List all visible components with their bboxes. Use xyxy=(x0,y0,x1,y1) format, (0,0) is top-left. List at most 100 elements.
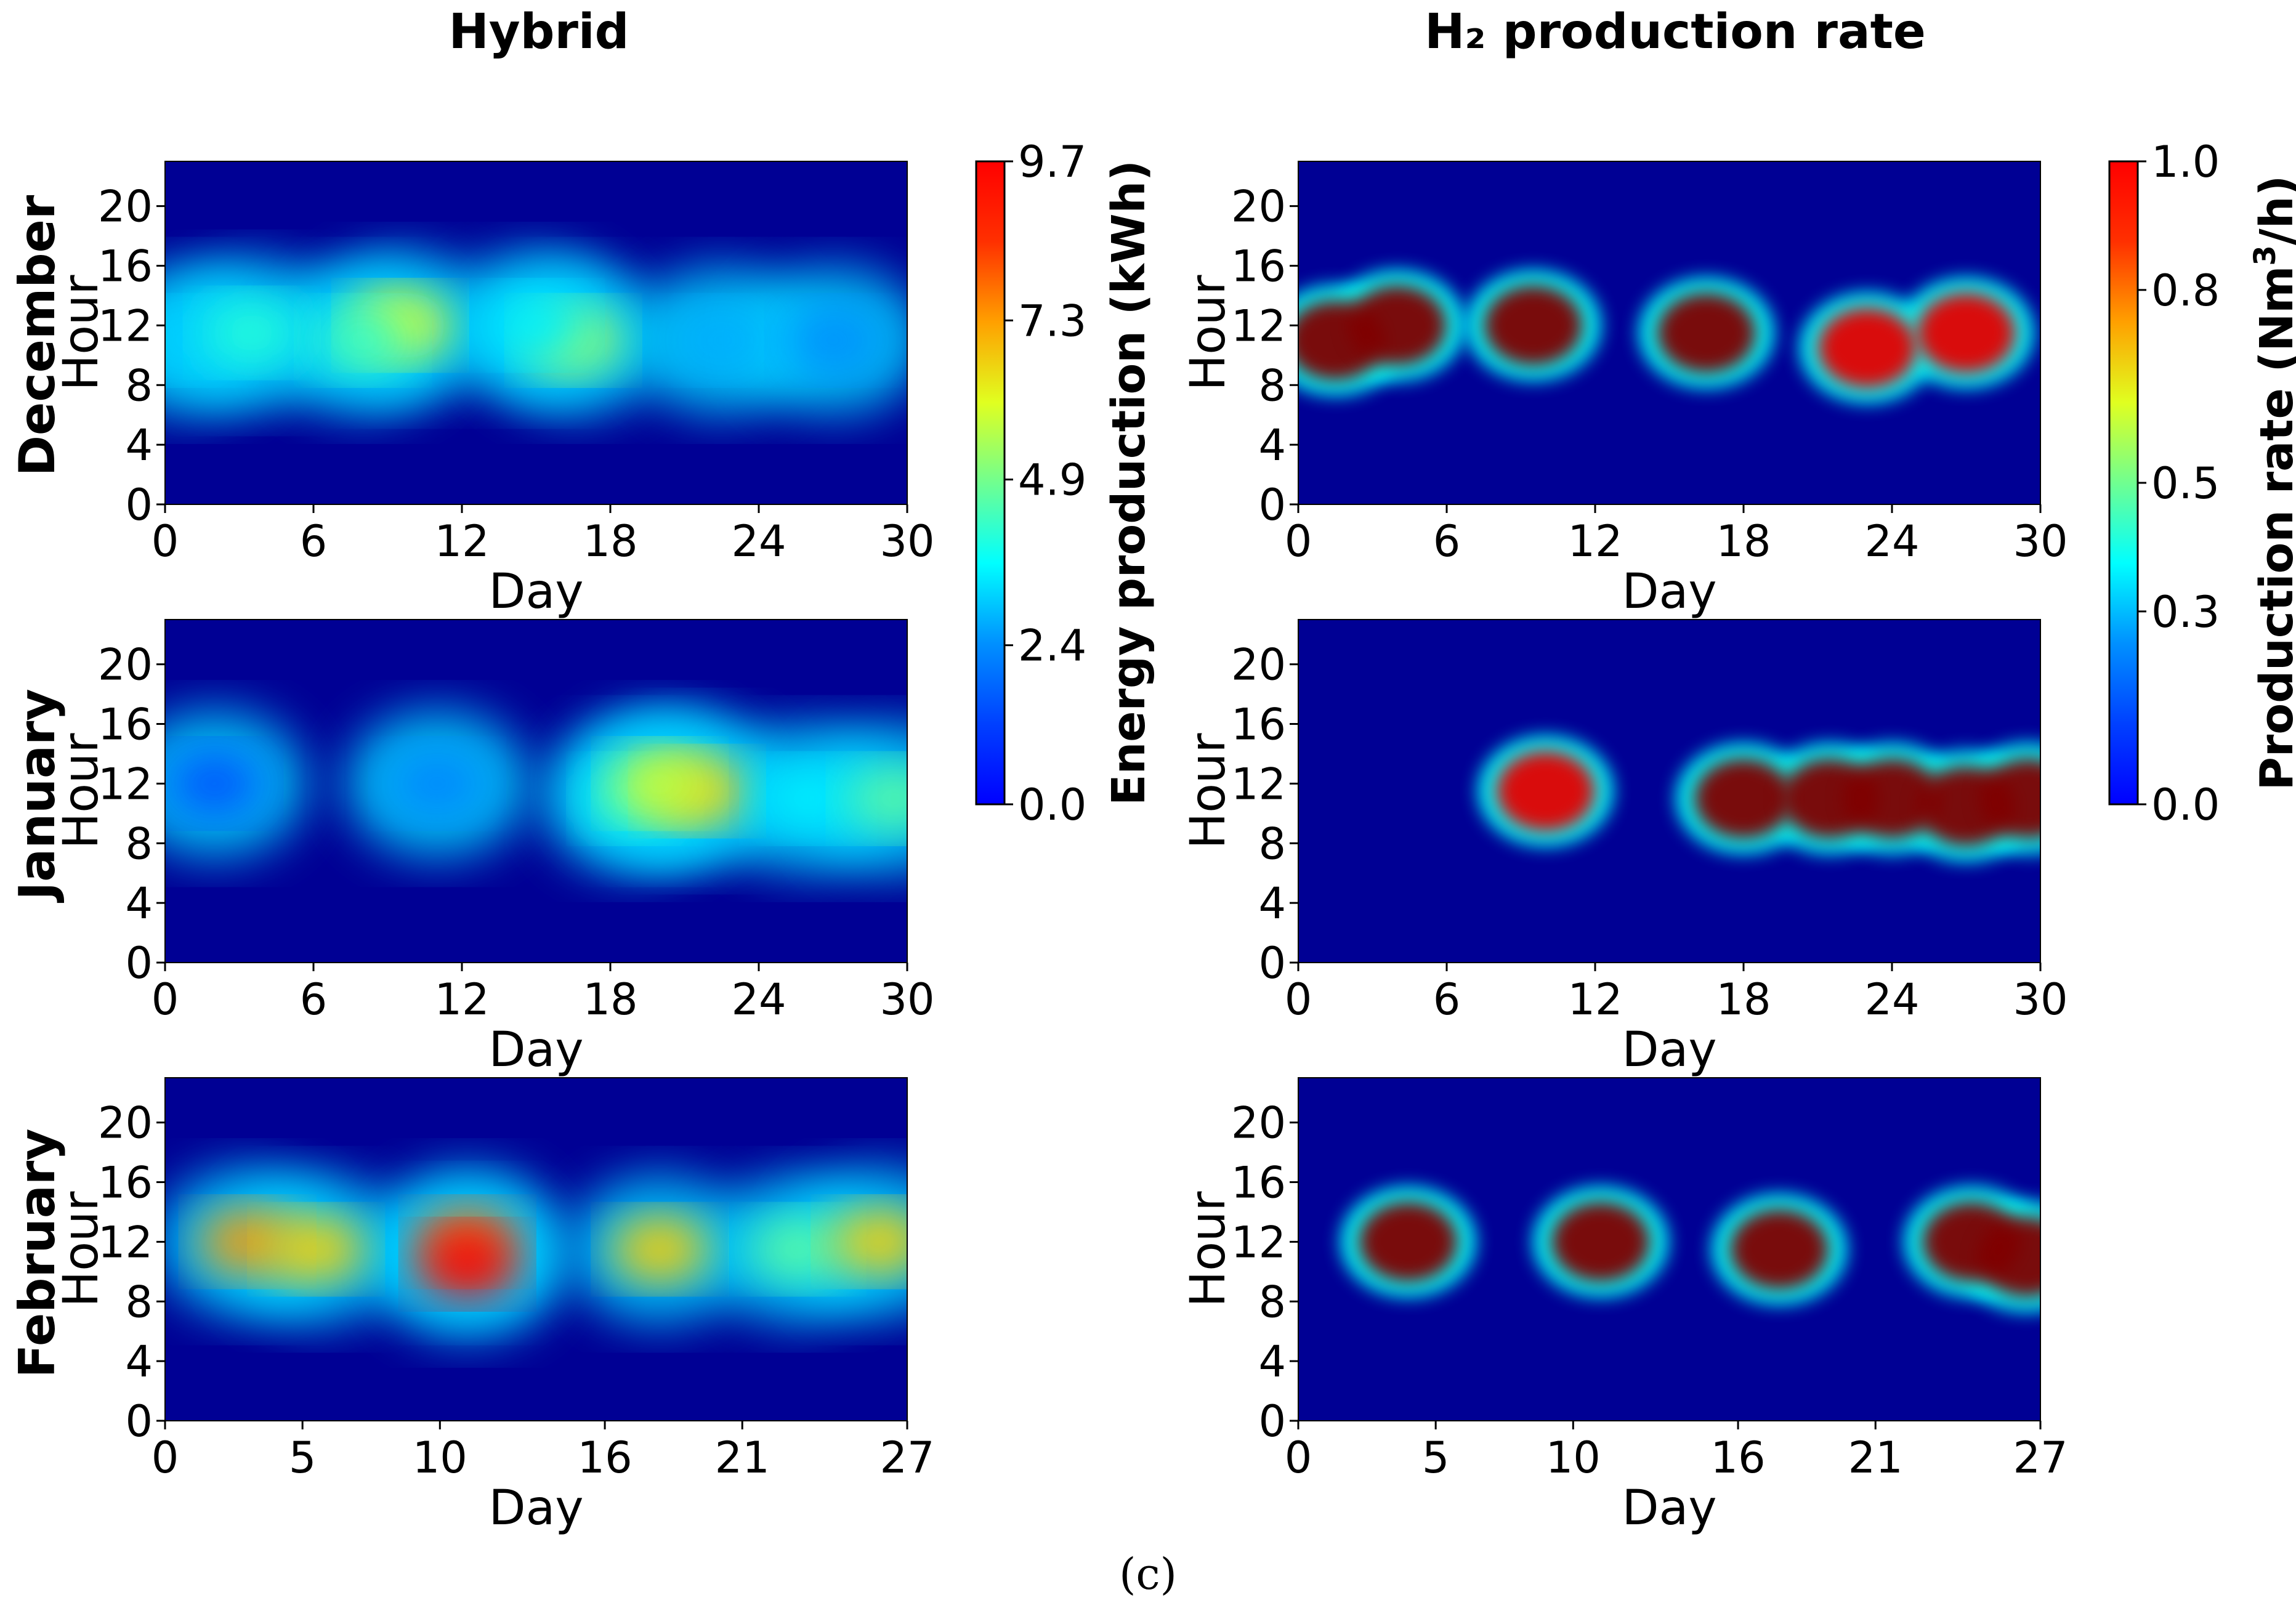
y-tick-label: 4 xyxy=(1258,420,1286,471)
y-axis-label: Hour xyxy=(1181,1191,1236,1307)
rate-colorbar-label-tail: /h) xyxy=(2250,176,2296,246)
heatmap-hotspot xyxy=(748,1215,847,1283)
y-tick-label: 20 xyxy=(1231,182,1286,232)
heatmap-h2-february: 0 5 10 16 21 27 0 4 8 12 16 20 Day Hour xyxy=(1181,1077,2068,1536)
y-tick-label: 12 xyxy=(98,1217,153,1267)
x-tick-label: 18 xyxy=(1716,516,1771,567)
heatmap-hotspot xyxy=(759,764,858,833)
x-tick-label: 18 xyxy=(583,974,637,1025)
energy-colorbar-label: Energy production (kWh) xyxy=(1102,160,1155,806)
x-tick-label: 30 xyxy=(2013,516,2068,567)
y-tick-label: 12 xyxy=(98,301,153,351)
y-tick-label: 8 xyxy=(1258,360,1286,411)
y-axis-label: Hour xyxy=(1181,733,1236,849)
heatmap-cells xyxy=(1340,1186,2040,1312)
x-tick-label: 0 xyxy=(1285,974,1312,1025)
colorbar-tick-label: 2.4 xyxy=(1018,621,1086,671)
heatmap-hotspot xyxy=(1348,285,1447,366)
x-axis-label: Day xyxy=(1622,564,1716,620)
heatmap-frame xyxy=(164,619,908,963)
heatmap-cells xyxy=(165,1168,907,1338)
y-tick-label: 20 xyxy=(98,1098,153,1149)
x-tick-label: 24 xyxy=(731,974,786,1025)
y-tick-label: 16 xyxy=(98,1158,153,1208)
y-axis-label: Hour xyxy=(54,1191,109,1307)
colorbar-tick-label: 0.3 xyxy=(2151,587,2220,637)
x-tick-label: 16 xyxy=(1711,1432,1766,1483)
y-tick-label: 20 xyxy=(1231,1098,1286,1149)
y-tick-label: 8 xyxy=(1258,1277,1286,1327)
y-tick-label: 4 xyxy=(125,1336,153,1387)
x-axis-label: Day xyxy=(488,1022,583,1078)
heatmap-hotspot xyxy=(1730,1209,1829,1290)
y-axis-label: Hour xyxy=(54,275,109,391)
x-tick-label: 0 xyxy=(1285,516,1312,567)
colorbar-tick-label: 0.8 xyxy=(2151,265,2220,316)
x-tick-label: 0 xyxy=(152,1432,179,1483)
x-tick-label: 18 xyxy=(1716,974,1771,1025)
x-tick-label: 12 xyxy=(434,516,489,567)
colorbar-tick-label: 7.3 xyxy=(1018,296,1086,346)
x-tick-label: 30 xyxy=(879,974,934,1025)
x-tick-label: 12 xyxy=(1567,974,1622,1025)
heatmap-hotspot xyxy=(610,1215,709,1283)
heatmap-hotspot xyxy=(783,306,883,374)
y-tick-label: 8 xyxy=(125,360,153,411)
heatmap-cells xyxy=(1477,735,2040,862)
y-tick-label: 16 xyxy=(1231,1158,1286,1208)
x-tick-label: 6 xyxy=(300,516,328,567)
rate-colorbar-label: Production rate (Nm3/h) xyxy=(2248,176,2296,791)
heatmap-frame xyxy=(164,161,908,505)
y-axis-label: Hour xyxy=(54,733,109,849)
rate-colorbar-label-sup: 3 xyxy=(2248,245,2282,265)
heatmap-hybrid-december: 0 6 12 18 24 30 0 4 8 12 16 20 Day Hour xyxy=(54,161,935,620)
x-axis-label: Day xyxy=(488,1481,583,1536)
y-tick-label: 16 xyxy=(1231,241,1286,292)
rate-colorbar-gradient xyxy=(2108,160,2139,806)
heatmap-hotspot xyxy=(1917,293,2016,373)
x-axis-label: Day xyxy=(1622,1022,1716,1078)
y-tick-label: 12 xyxy=(1231,1217,1286,1267)
x-axis-label: Day xyxy=(488,564,583,620)
rate-colorbar: 0.0 0.3 0.5 0.8 1.0 Production rate (Nm3/h) xyxy=(2108,137,2296,830)
x-tick-label: 21 xyxy=(715,1432,770,1483)
column-title-hybrid: Hybrid xyxy=(449,4,629,60)
y-tick-label: 0 xyxy=(1258,938,1286,988)
y-tick-label: 12 xyxy=(1231,301,1286,351)
heatmap-h2-december: 0 6 12 18 24 30 0 4 8 12 16 20 Day Hour xyxy=(1181,161,2068,620)
row-labels: December January February xyxy=(9,195,66,1378)
heatmap-hotspot xyxy=(610,749,709,818)
heatmap-hotspot xyxy=(313,306,413,374)
x-tick-label: 16 xyxy=(578,1432,633,1483)
heatmap-panels: 0 6 12 18 24 30 0 4 8 12 16 20 Day Hour 0 6 12 18 24 30 0 4 8 1… xyxy=(54,161,2068,1536)
y-tick-label: 20 xyxy=(98,182,153,232)
heatmap-frame xyxy=(1298,619,2041,963)
heatmap-hotspot xyxy=(1978,758,2040,839)
x-tick-label: 0 xyxy=(152,974,179,1025)
y-tick-label: 4 xyxy=(1258,878,1286,929)
x-tick-label: 24 xyxy=(731,516,786,567)
colorbar-tick-label: 4.9 xyxy=(1018,455,1086,506)
row-label-december: December xyxy=(9,195,66,476)
y-tick-label: 4 xyxy=(1258,1336,1286,1387)
x-tick-label: 24 xyxy=(1864,974,1919,1025)
heatmap-cells xyxy=(165,251,907,414)
heatmap-hotspot xyxy=(1694,758,1793,839)
heatmap-hotspot xyxy=(387,749,487,818)
colorbar-tick-label: 1.0 xyxy=(2151,137,2220,187)
row-label-february: February xyxy=(9,1129,66,1378)
rate-colorbar-ticks: 0.0 0.3 0.5 0.8 1.0 xyxy=(2138,137,2220,830)
heatmap-hotspot xyxy=(1484,285,1583,366)
energy-colorbar-gradient xyxy=(975,160,1006,806)
energy-colorbar: 0.0 2.4 4.9 7.3 9.7 Energy production (kWh) xyxy=(975,137,1155,830)
heatmap-hotspot xyxy=(1551,1202,1650,1282)
y-tick-label: 16 xyxy=(1231,700,1286,750)
heatmap-hotspot xyxy=(202,299,301,367)
y-tick-label: 20 xyxy=(98,640,153,690)
x-tick-label: 18 xyxy=(583,516,637,567)
heatmap-hotspot xyxy=(1977,1216,2040,1297)
x-tick-label: 30 xyxy=(879,516,934,567)
x-tick-label: 6 xyxy=(1433,516,1461,567)
heatmap-hotspot xyxy=(845,764,907,833)
heatmap-frame xyxy=(1298,161,2041,505)
